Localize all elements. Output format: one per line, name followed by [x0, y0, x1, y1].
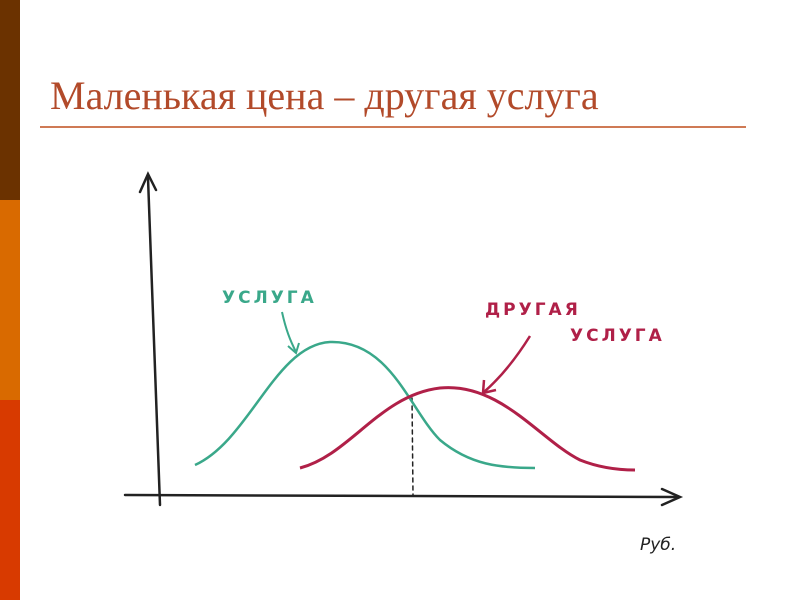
other-service-arrow [483, 335, 532, 393]
slide-title: Маленькая цена – другая услуга [50, 73, 599, 118]
service-arrow-head [287, 342, 300, 355]
stripe [0, 0, 20, 200]
x-axis-arrow [660, 487, 684, 507]
stripe [0, 200, 20, 400]
curve-label: УСЛУГА [570, 326, 665, 346]
y-axis-arrow [138, 171, 158, 194]
curve-label: УСЛУГА [222, 288, 317, 308]
title-rule [40, 126, 746, 128]
stripe [0, 400, 20, 600]
dashed-line [411, 397, 414, 496]
service-arrow [281, 311, 297, 353]
other-service-curve [299, 386, 636, 472]
x-axis [123, 493, 680, 499]
curve-label: ДРУГАЯ [485, 300, 581, 320]
y-axis [146, 176, 162, 507]
other-service-arrow-head [481, 379, 497, 395]
service-curve [194, 340, 536, 470]
x-axis-label: Руб. [640, 535, 676, 555]
